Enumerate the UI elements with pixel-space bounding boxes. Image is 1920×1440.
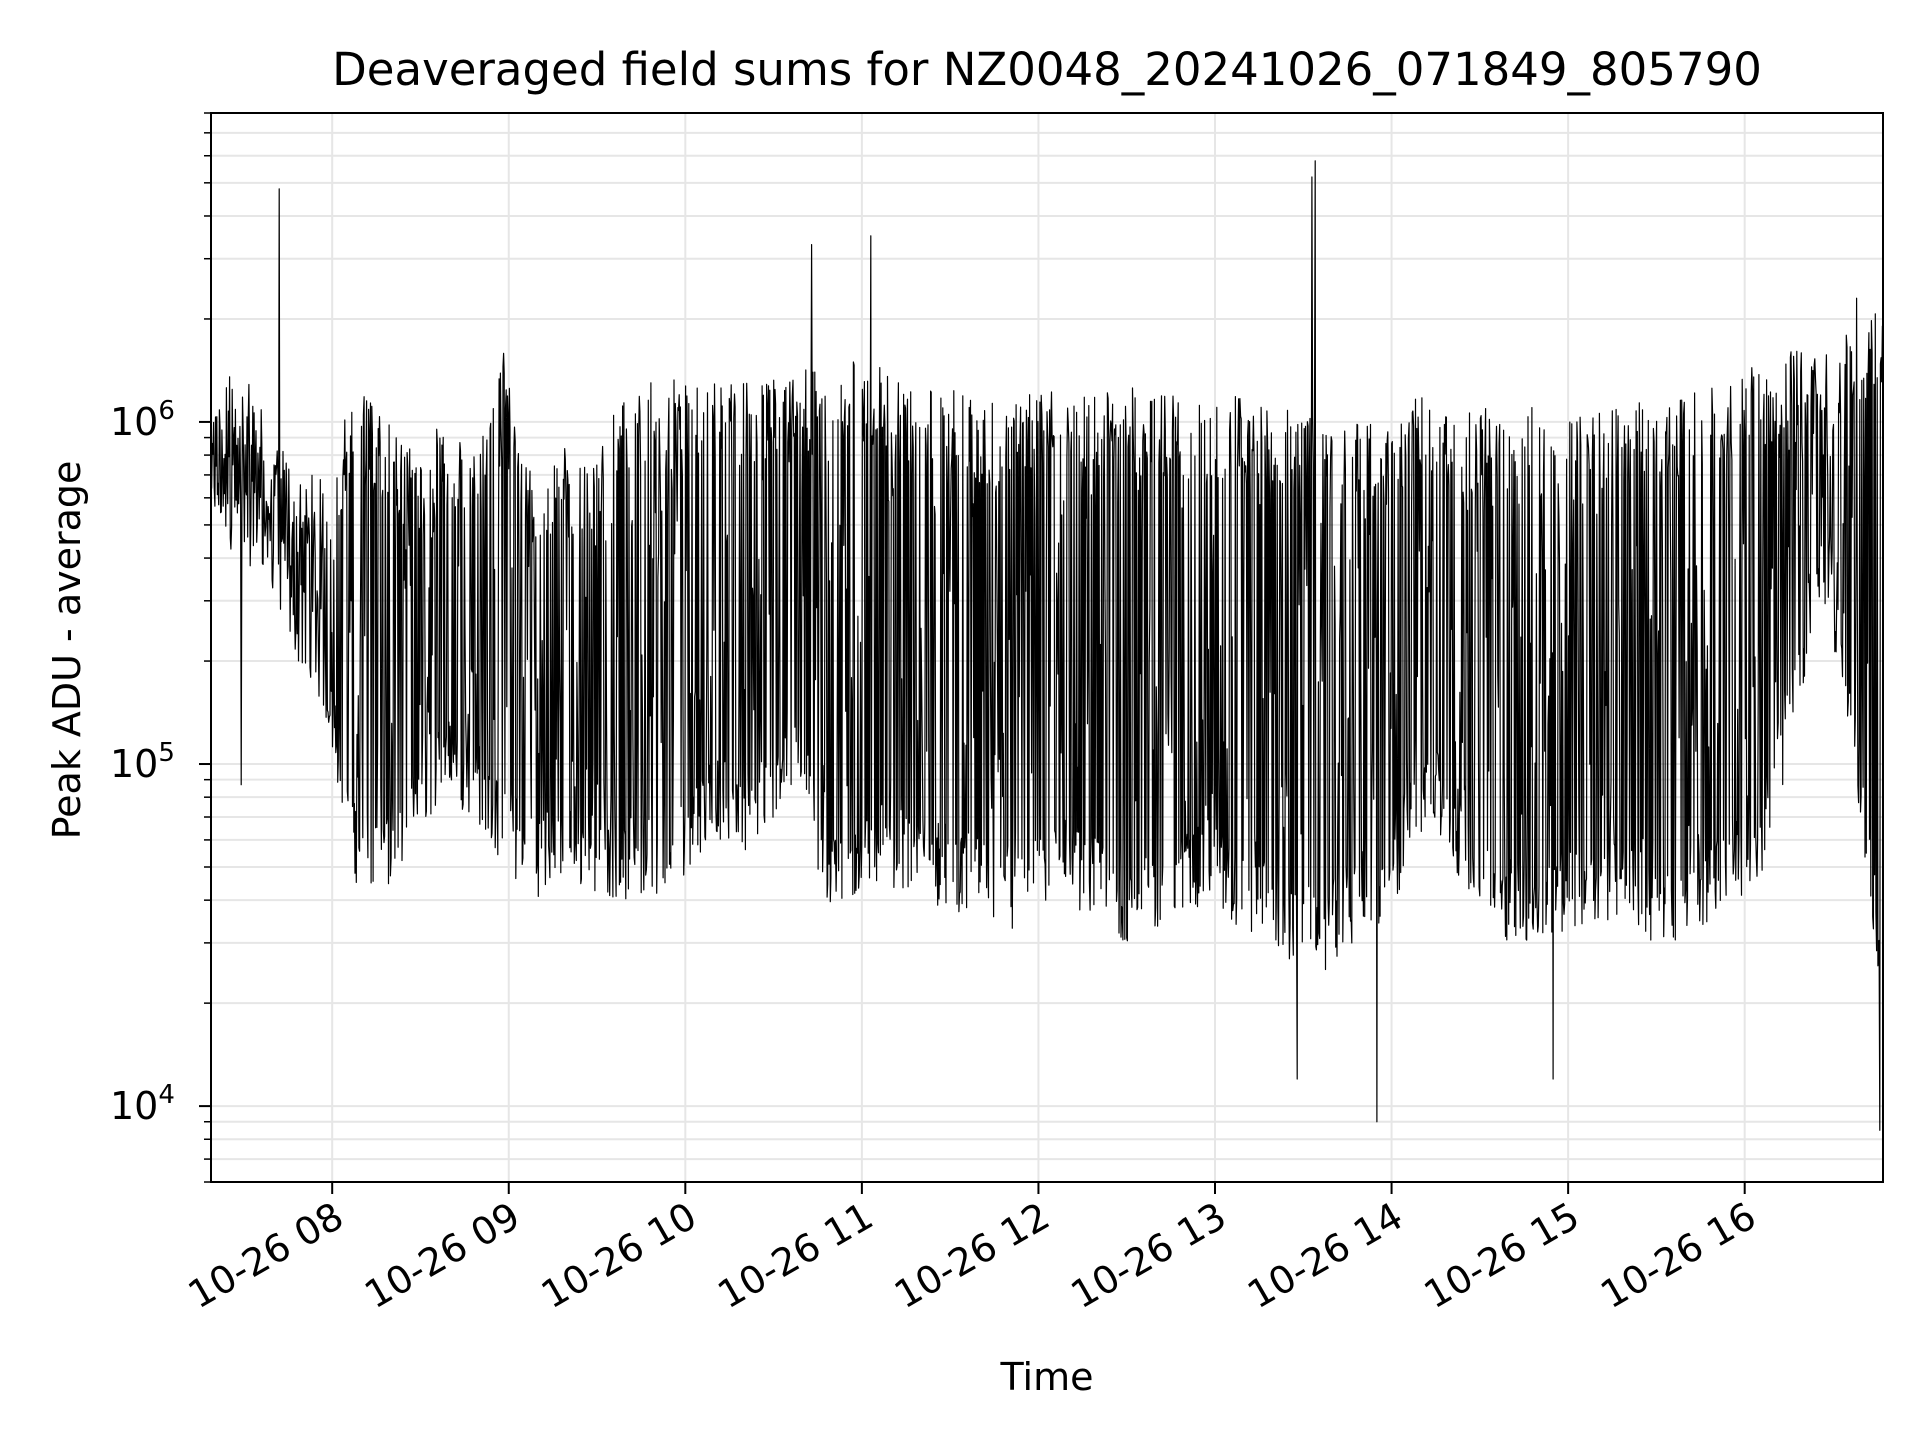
chart-title: Deaveraged field sums for NZ0048_2024102… — [332, 43, 1762, 96]
data-series — [210, 160, 1884, 1131]
series-line — [210, 160, 1884, 1131]
y-tick-label: 106 — [110, 396, 175, 444]
x-axis-label: Time — [1000, 1355, 1094, 1399]
y-axis-label: Peak ADU - average — [45, 461, 89, 840]
plot-frame — [210, 112, 1884, 1183]
y-tick-label: 104 — [110, 1080, 175, 1128]
y-tick-label: 105 — [110, 738, 175, 786]
y-axis: 104 105 106 — [110, 112, 211, 1183]
